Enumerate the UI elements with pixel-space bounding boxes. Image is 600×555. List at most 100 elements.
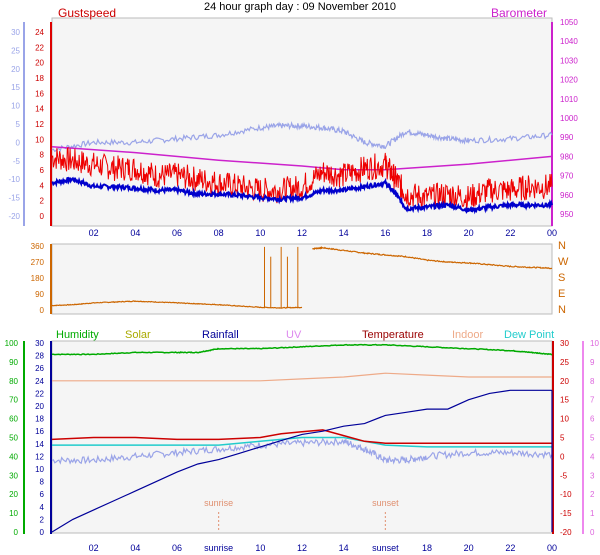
tick-label-gust: 2 [40,197,45,206]
tick-label-gust: 10 [35,135,44,144]
panel-climate: Humidity Solar Rainfall UV Temperature Indoor… [5,329,600,553]
tick-label-rain: 10 [35,465,44,474]
compass-label: E [558,288,565,300]
tick-label-baro: 1030 [560,56,578,65]
x-tick-label: 18 [422,543,432,553]
tick-label-baro: 1000 [560,114,578,123]
tick-label-gust: 20 [35,59,44,68]
tick-label-temp: 10 [560,415,569,424]
x-tick-label: sunrise [204,543,233,553]
x-tick-label: 00 [547,228,557,238]
tick-label-outer: 0 [16,138,21,147]
tick-label-humidity: 60 [9,415,18,424]
tick-label-gust: 6 [40,166,45,175]
series-gust-line [51,146,553,211]
tick-label-outer: 30 [11,28,20,37]
tick-label-outer: -5 [13,157,21,166]
tick-label-rain: 14 [35,440,44,449]
x-tick-label: 10 [255,543,265,553]
x-tick-label: 00 [547,543,557,553]
x-tick-labels-top: 02 04 06 08 10 12 14 16 18 20 22 00 [89,228,557,238]
tick-label-uv: 7 [590,396,595,405]
tick-label-uv: 6 [590,415,595,424]
legend-item: Dew Point [504,329,554,341]
tick-label-gust: 14 [35,105,44,114]
compass-label: W [558,256,569,268]
tick-label-deg: 270 [31,258,45,267]
tick-label-temp: -20 [560,528,572,537]
tick-labels-direction-deg: 360 270 180 90 0 [31,242,45,315]
tick-label-baro: 1020 [560,76,578,85]
tick-label-outer: -15 [8,194,20,203]
tick-label-deg: 180 [31,274,45,283]
sun-annotations: sunrise sunset [204,498,399,532]
panel-gust-baro: Gustspeed Barometer 302520151050-5-10-15… [8,6,578,238]
tick-label-uv: 5 [590,434,595,443]
tick-label-gust: 4 [40,181,45,190]
tick-label-outer: 10 [11,102,20,111]
tick-label-uv: 8 [590,377,595,386]
tick-label-outer: 15 [11,83,20,92]
tick-label-outer: -20 [8,212,20,221]
x-tick-label: 22 [505,228,515,238]
annotation-sunset: sunset [372,498,399,508]
tick-label-baro: 970 [560,172,574,181]
tick-label-rain: 22 [35,389,44,398]
tick-label-outer: 5 [16,120,21,129]
tick-label-rain: 20 [35,402,44,411]
compass-label: N [558,304,566,316]
tick-label-uv: 2 [590,490,595,499]
x-tick-label: 22 [505,543,515,553]
series-group-climate [51,343,553,533]
legend-item: Rainfall [202,329,239,341]
tick-label-humidity: 70 [9,396,18,405]
tick-label-humidity: 20 [9,490,18,499]
tick-label-rain: 28 [35,352,44,361]
tick-label-rain: 26 [35,364,44,373]
tick-label-deg: 90 [35,290,44,299]
tick-label-gust: 24 [35,28,44,37]
tick-label-temp: 25 [560,358,569,367]
page-title: 24 hour graph day : 09 November 2010 [204,1,396,13]
series-temp-line [51,121,553,153]
x-tick-label: 14 [339,228,349,238]
x-tick-label: 04 [130,228,140,238]
legend-item: Solar [125,329,151,341]
tick-label-humidity: 0 [14,528,19,537]
tick-label-temp: 30 [560,339,569,348]
series-rainfall-line [51,389,552,533]
legend-item: UV [286,329,302,341]
tick-label-gust: 16 [35,89,44,98]
tick-label-rain: 16 [35,427,44,436]
tick-label-baro: 1050 [560,18,578,27]
tick-label-temp: -10 [560,490,572,499]
x-tick-label: 08 [214,228,224,238]
tick-label-baro: 960 [560,191,574,200]
tick-label-rain: 0 [40,528,45,537]
series-wind-line [51,176,553,215]
tick-label-gust: 8 [40,151,45,160]
x-tick-label: 14 [339,543,349,553]
tick-label-baro: 950 [560,210,574,219]
tick-label-rain: 2 [40,515,45,524]
tick-label-baro: 1010 [560,95,578,104]
x-tick-label: 02 [89,228,99,238]
tick-labels-barometer: 1050 1040 1030 1020 1010 1000 990 980 970 960 950 [560,18,578,219]
tick-label-gust: 12 [35,120,44,129]
tick-label-humidity: 100 [5,339,19,348]
x-tick-label: 12 [297,543,307,553]
series-direction-late [312,246,553,270]
tick-label-baro: 980 [560,152,574,161]
legend-item: Indoor [452,329,484,341]
tick-label-humidity: 50 [9,434,18,443]
tick-label-uv: 0 [590,528,595,537]
series-humidity-line [52,343,553,356]
x-tick-label: 06 [172,543,182,553]
tick-label-temp: 15 [560,396,569,405]
series-group-direction [51,246,553,309]
tick-label-temp: 0 [560,452,565,461]
tick-label-temp: 5 [560,434,565,443]
